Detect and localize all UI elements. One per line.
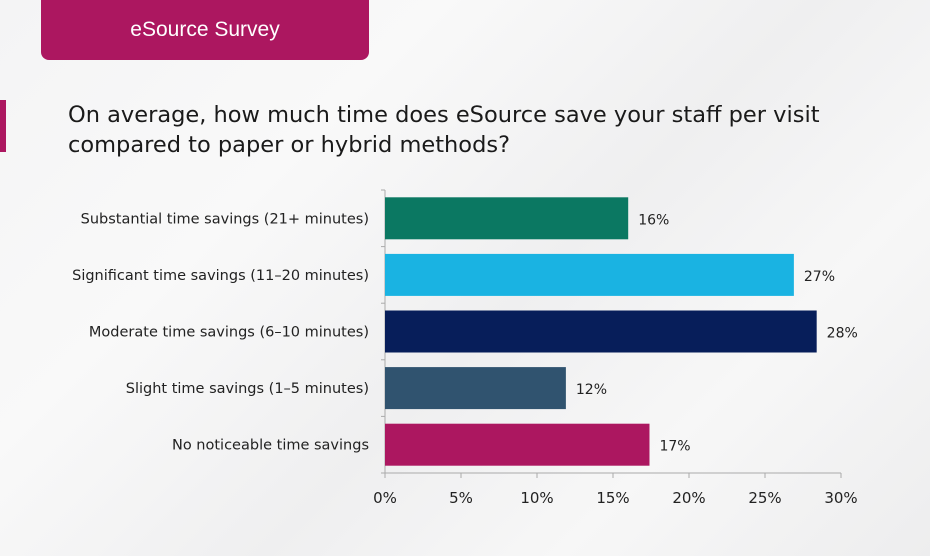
question-title: On average, how much time does eSource s… (68, 102, 820, 158)
x-tick-label: 5% (449, 489, 473, 507)
x-tick-label: 10% (520, 489, 553, 507)
bar (385, 310, 817, 353)
bar (385, 253, 794, 296)
category-label: Slight time savings (1–5 minutes) (126, 381, 369, 397)
category-label: Substantial time savings (21+ minutes) (81, 211, 369, 227)
header-label: eSource Survey (130, 18, 280, 41)
x-tick-label: 30% (824, 489, 857, 507)
data-label: 17% (659, 439, 690, 455)
data-label: 28% (827, 326, 858, 342)
bar (385, 423, 650, 466)
bar (385, 197, 629, 240)
category-label: Significant time savings (11–20 minutes) (72, 268, 369, 284)
bar (385, 367, 566, 410)
category-label: No noticeable time savings (172, 438, 369, 454)
survey-header: eSource Survey (41, 0, 369, 60)
x-tick-label: 15% (596, 489, 629, 507)
x-tick-label: 0% (373, 489, 397, 507)
data-label: 12% (576, 382, 607, 398)
category-label: Moderate time savings (6–10 minutes) (89, 325, 369, 341)
data-label: 16% (638, 212, 669, 228)
x-tick-label: 25% (748, 489, 781, 507)
x-tick-label: 20% (672, 489, 705, 507)
data-label: 27% (804, 269, 835, 285)
accent-bar (0, 100, 6, 152)
